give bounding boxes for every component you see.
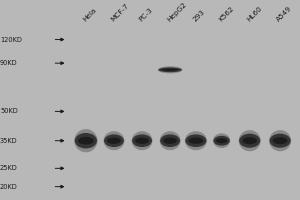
Ellipse shape: [158, 67, 182, 72]
Text: 35KD: 35KD: [0, 138, 18, 144]
Text: 20KD: 20KD: [0, 184, 18, 190]
Ellipse shape: [160, 131, 181, 150]
Ellipse shape: [216, 138, 227, 143]
Text: HL60: HL60: [245, 5, 263, 23]
Ellipse shape: [185, 131, 207, 150]
Ellipse shape: [185, 134, 206, 147]
Ellipse shape: [132, 134, 152, 147]
Ellipse shape: [273, 137, 287, 144]
Text: PC-3: PC-3: [138, 7, 154, 23]
Text: 25KD: 25KD: [0, 165, 18, 171]
Ellipse shape: [238, 130, 261, 151]
Bar: [66, 24, 300, 200]
Text: MCF-7: MCF-7: [110, 3, 130, 23]
Ellipse shape: [270, 134, 291, 148]
Ellipse shape: [160, 134, 180, 147]
Ellipse shape: [162, 69, 178, 71]
Ellipse shape: [213, 133, 230, 148]
Ellipse shape: [132, 131, 152, 150]
Ellipse shape: [74, 129, 98, 152]
Ellipse shape: [163, 138, 177, 144]
Ellipse shape: [135, 138, 149, 144]
Ellipse shape: [239, 134, 260, 148]
Text: 90KD: 90KD: [0, 60, 18, 66]
Ellipse shape: [188, 138, 203, 144]
Text: K562: K562: [218, 6, 235, 23]
Ellipse shape: [213, 136, 230, 146]
Text: 293: 293: [192, 9, 206, 23]
Ellipse shape: [103, 131, 124, 150]
Ellipse shape: [78, 137, 94, 145]
Text: 120KD: 120KD: [0, 37, 22, 43]
Text: Hela: Hela: [82, 7, 98, 23]
Ellipse shape: [104, 134, 124, 147]
Ellipse shape: [242, 137, 257, 144]
Text: HepG2: HepG2: [166, 1, 188, 23]
Ellipse shape: [158, 66, 182, 73]
Text: A549: A549: [276, 5, 293, 23]
Ellipse shape: [269, 130, 291, 151]
Ellipse shape: [107, 138, 121, 144]
Text: 50KD: 50KD: [0, 108, 18, 114]
Ellipse shape: [75, 133, 97, 148]
